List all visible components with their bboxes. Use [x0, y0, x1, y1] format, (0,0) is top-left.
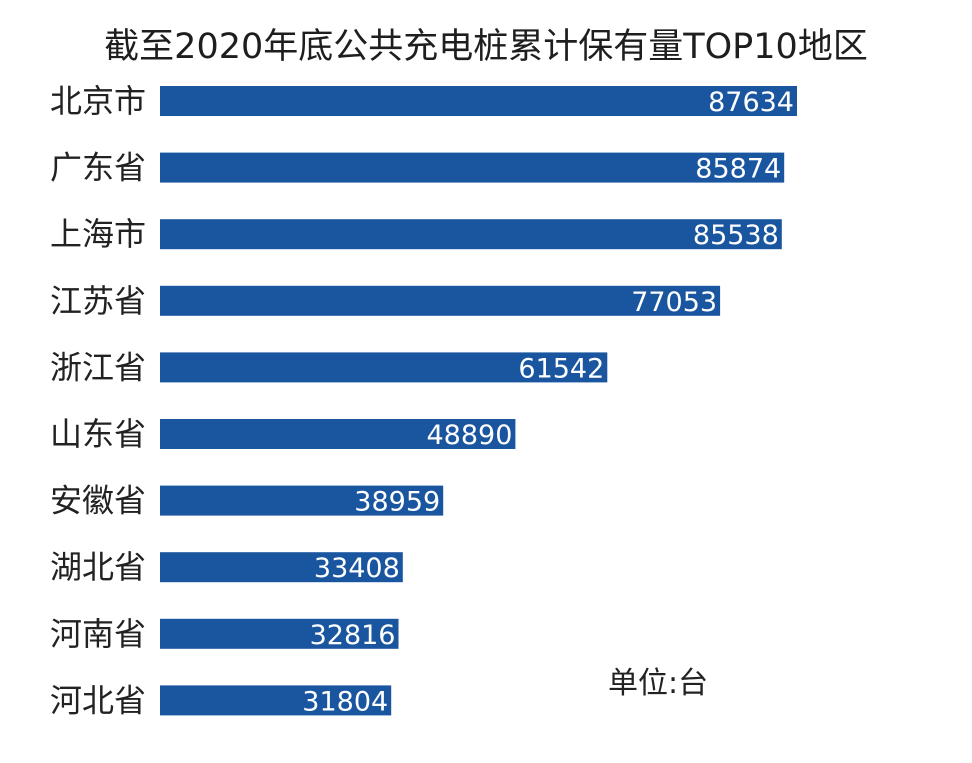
bar-row: 湖北省 33408: [50, 548, 403, 586]
value-label: 61542: [518, 353, 604, 384]
chart-title: 截至2020年底公共充电桩累计保有量TOP10地区: [104, 27, 868, 67]
bar-row: 河南省 32816: [50, 615, 399, 653]
bar: [160, 352, 608, 383]
bar-row: 上海市 85538: [50, 215, 782, 253]
category-label: 山东省: [50, 415, 146, 453]
category-label: 河北省: [50, 681, 146, 719]
category-label: 河南省: [50, 615, 146, 653]
value-label: 32816: [310, 620, 396, 651]
bar: [160, 485, 444, 516]
category-label: 安徽省: [50, 482, 146, 520]
bar-row: 安徽省 38959: [50, 482, 444, 520]
bar: [160, 86, 797, 116]
bar: [160, 552, 403, 583]
category-label: 广东省: [50, 149, 146, 187]
bar: [160, 419, 516, 449]
value-label: 38959: [354, 487, 440, 518]
bar: [160, 152, 785, 183]
bar-row: 广东省 85874: [50, 149, 785, 187]
unit-note: 单位:台: [608, 666, 708, 701]
bar: [160, 618, 399, 649]
category-label: 北京市: [50, 82, 146, 120]
bar-row: 浙江省 61542: [50, 348, 608, 386]
bar: [160, 685, 392, 716]
bar-row: 河北省 31804: [50, 681, 392, 719]
value-label: 87634: [708, 87, 794, 118]
value-label: 85538: [693, 220, 779, 251]
bars-group: 北京市 87634 广东省 85874 上海市 85538 江苏省 77053 浙江省 61542…: [50, 82, 797, 719]
value-label: 31804: [302, 686, 388, 717]
category-label: 上海市: [50, 215, 146, 253]
category-label: 江苏省: [50, 282, 146, 320]
bar: [160, 285, 721, 316]
bar-row: 北京市 87634: [50, 82, 797, 120]
value-label: 48890: [426, 420, 512, 451]
category-label: 浙江省: [50, 348, 146, 386]
bar: [160, 219, 782, 250]
value-label: 33408: [314, 553, 400, 584]
value-label: 85874: [695, 154, 781, 185]
bar-row: 江苏省 77053: [50, 282, 721, 320]
category-label: 湖北省: [50, 548, 146, 586]
bar-row: 山东省 48890: [50, 415, 516, 453]
value-label: 77053: [631, 287, 717, 318]
